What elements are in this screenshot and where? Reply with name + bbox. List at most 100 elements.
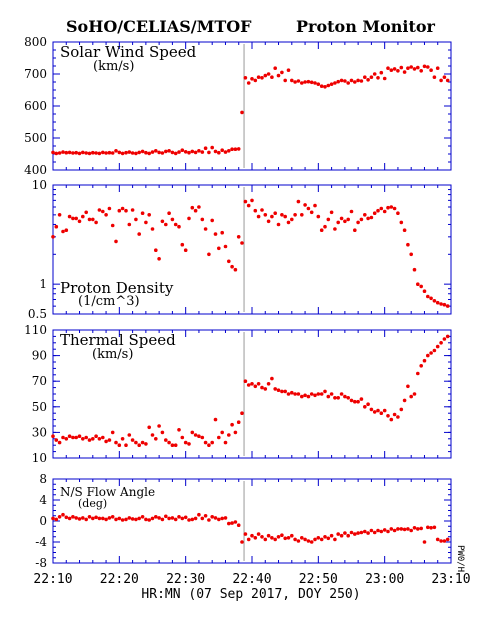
y-tick-label: -8 [35,556,47,570]
data-point [223,440,228,445]
data-point [293,213,297,217]
data-point [84,151,88,155]
data-point [280,533,284,537]
panel-label: N/S Flow Angle [60,485,155,499]
data-point [177,428,181,432]
data-point [445,78,450,83]
data-point [336,220,341,225]
data-point [316,392,321,396]
panel-units: (km/s) [93,59,134,74]
data-point [157,424,161,428]
data-point [316,214,321,219]
y-tick-label: 110 [24,323,47,337]
data-point [359,217,364,222]
data-point [273,387,278,391]
data-point [57,213,62,217]
data-point [81,214,85,219]
data-point [372,530,377,535]
data-point [260,208,264,212]
data-point [293,80,297,84]
data-point [137,150,141,155]
data-point [71,216,75,221]
data-point [51,516,55,521]
data-point [71,151,75,155]
data-point [250,382,254,386]
data-point [207,518,211,522]
data-point [439,302,443,306]
y-tick-label: 30 [32,425,47,439]
data-point [144,517,148,522]
data-point [87,151,92,156]
panel-speed: 400 500 600 700 800 Solar Wind Speed(km/s) [24,35,452,177]
panel-label: Solar Wind Speed [60,43,197,61]
data-point [91,217,95,222]
data-point [137,443,141,448]
data-point [190,149,195,154]
data-point [372,72,377,76]
data-point [81,437,85,441]
data-point [180,435,185,440]
data-point [167,149,171,153]
data-point [270,75,274,79]
data-point [97,437,102,441]
data-point [170,443,175,448]
data-point [435,344,440,349]
data-point [187,150,191,155]
data-point [366,216,370,221]
data-point [376,528,380,533]
data-point [54,151,59,156]
data-point [77,219,82,224]
data-point [339,216,344,221]
data-point [313,393,317,398]
data-point [363,213,367,217]
data-point [333,537,337,542]
data-point [217,246,221,251]
data-point [124,443,128,448]
data-point [154,437,158,441]
data-point [144,442,148,446]
data-point [439,341,443,345]
data-point [260,76,264,80]
data-point [236,523,241,527]
data-point [399,527,404,531]
data-point [283,389,288,394]
data-point [303,537,307,542]
data-point [323,389,327,394]
data-point [366,78,370,82]
data-point [147,518,151,522]
data-point [382,408,387,413]
data-point [379,70,384,75]
data-point [439,78,443,83]
data-point [94,220,98,225]
data-point [270,214,274,219]
data-point [220,430,224,435]
data-point [183,440,188,445]
data-point [173,222,178,227]
data-point [422,358,427,363]
data-point [197,434,201,439]
data-point [270,376,274,381]
data-point [101,150,105,155]
data-point [386,205,390,210]
data-point [396,69,400,73]
data-point [300,81,304,85]
data-point [329,82,334,86]
data-point [396,415,400,419]
data-point [130,517,135,521]
data-point [134,151,138,156]
data-point [203,227,208,231]
data-point [253,384,258,389]
data-point [217,435,221,440]
data-point [309,80,314,85]
data-point [250,533,254,538]
data-point [67,150,72,155]
data-point [61,150,65,154]
data-point [336,396,341,400]
y-tick-label: 4 [39,493,47,507]
credit-label: PW0/H [455,545,465,572]
data-point [180,148,185,152]
data-point [200,217,205,222]
data-point [376,76,380,80]
data-point [409,65,414,69]
data-point [157,516,161,520]
